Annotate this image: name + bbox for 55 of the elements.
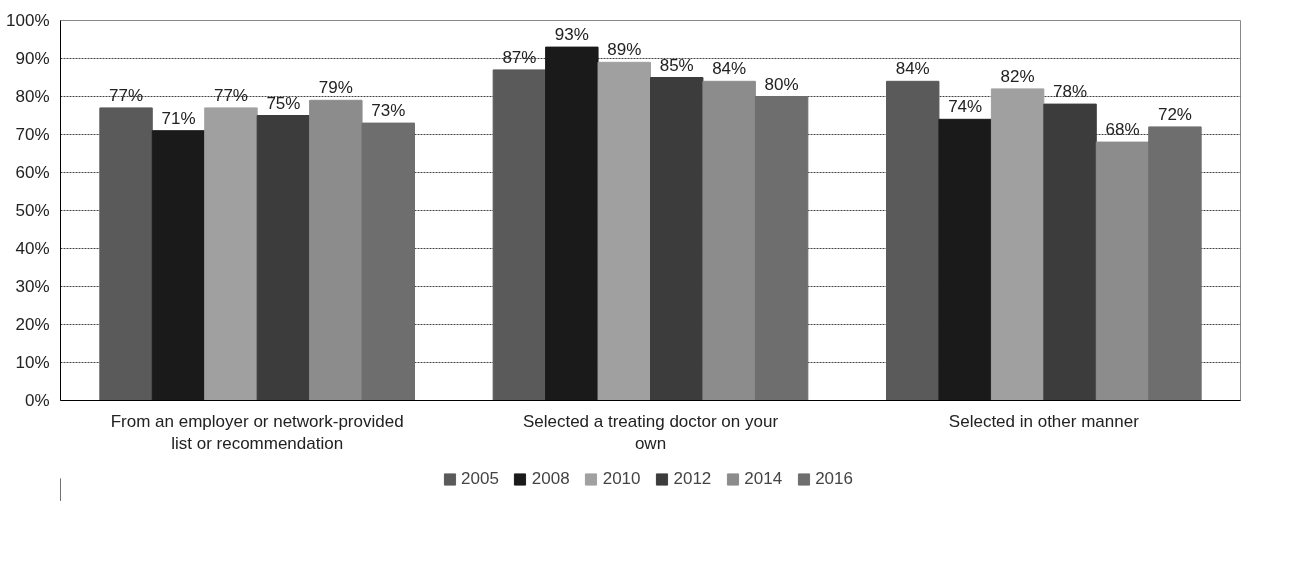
data-label: 84% (895, 59, 930, 79)
data-label: 71% (161, 108, 196, 128)
bar (492, 69, 547, 401)
bar (650, 77, 704, 401)
y-tick-label: 20% (15, 315, 50, 334)
x-tick-label: Selected a treating doctor on your own (522, 411, 779, 454)
x-tick-label: From an employer or network-provided list or recommendation (110, 411, 404, 454)
data-label: 73% (371, 101, 406, 121)
legend-label: 2016 (815, 468, 853, 489)
bar (256, 115, 311, 401)
y-tick-label: 90% (15, 49, 50, 68)
bar (597, 61, 651, 401)
y-tick-label: 80% (15, 87, 50, 106)
bar (886, 80, 940, 401)
bar (990, 88, 1045, 401)
data-label: 74% (948, 97, 983, 117)
bar (151, 130, 206, 401)
data-label: 80% (764, 74, 799, 94)
bar (938, 118, 992, 401)
legend-label: 2008 (531, 468, 570, 489)
y-tick-label: 60% (15, 163, 50, 182)
bar (309, 99, 363, 401)
data-label: 82% (1000, 66, 1035, 86)
bar (361, 122, 415, 401)
bar (702, 80, 756, 401)
data-label: 79% (318, 78, 353, 98)
y-tick-label: 30% (15, 277, 50, 296)
legend-label: 2005 (461, 468, 499, 489)
data-label: 87% (502, 47, 537, 67)
y-tick-label: 70% (15, 125, 50, 144)
data-label: 84% (712, 59, 747, 79)
data-label: 77% (109, 85, 144, 105)
data-label: 75% (266, 93, 301, 113)
legend-label: 2012 (673, 468, 712, 489)
bar (204, 107, 258, 401)
legend-label: 2014 (744, 468, 783, 489)
bar (1148, 126, 1202, 401)
y-tick-label: 50% (15, 201, 50, 220)
data-label: 93% (554, 25, 589, 45)
y-tick-label: 0% (24, 391, 50, 410)
y-tick-label: 40% (15, 239, 50, 258)
data-label: 89% (607, 40, 642, 60)
data-label: 72% (1157, 104, 1192, 124)
bar (99, 107, 153, 401)
data-label: 68% (1105, 120, 1140, 140)
x-tick-label: Selected in other manner (948, 411, 1140, 431)
y-tick-label: 10% (15, 353, 50, 372)
data-label: 78% (1053, 82, 1088, 102)
data-label: 77% (213, 85, 248, 105)
y-tick-label: 100% (6, 11, 50, 30)
legend-label: 2010 (602, 468, 641, 489)
bar (1095, 141, 1150, 401)
bar (545, 46, 599, 401)
data-label: 85% (659, 55, 694, 75)
bar (754, 96, 809, 401)
